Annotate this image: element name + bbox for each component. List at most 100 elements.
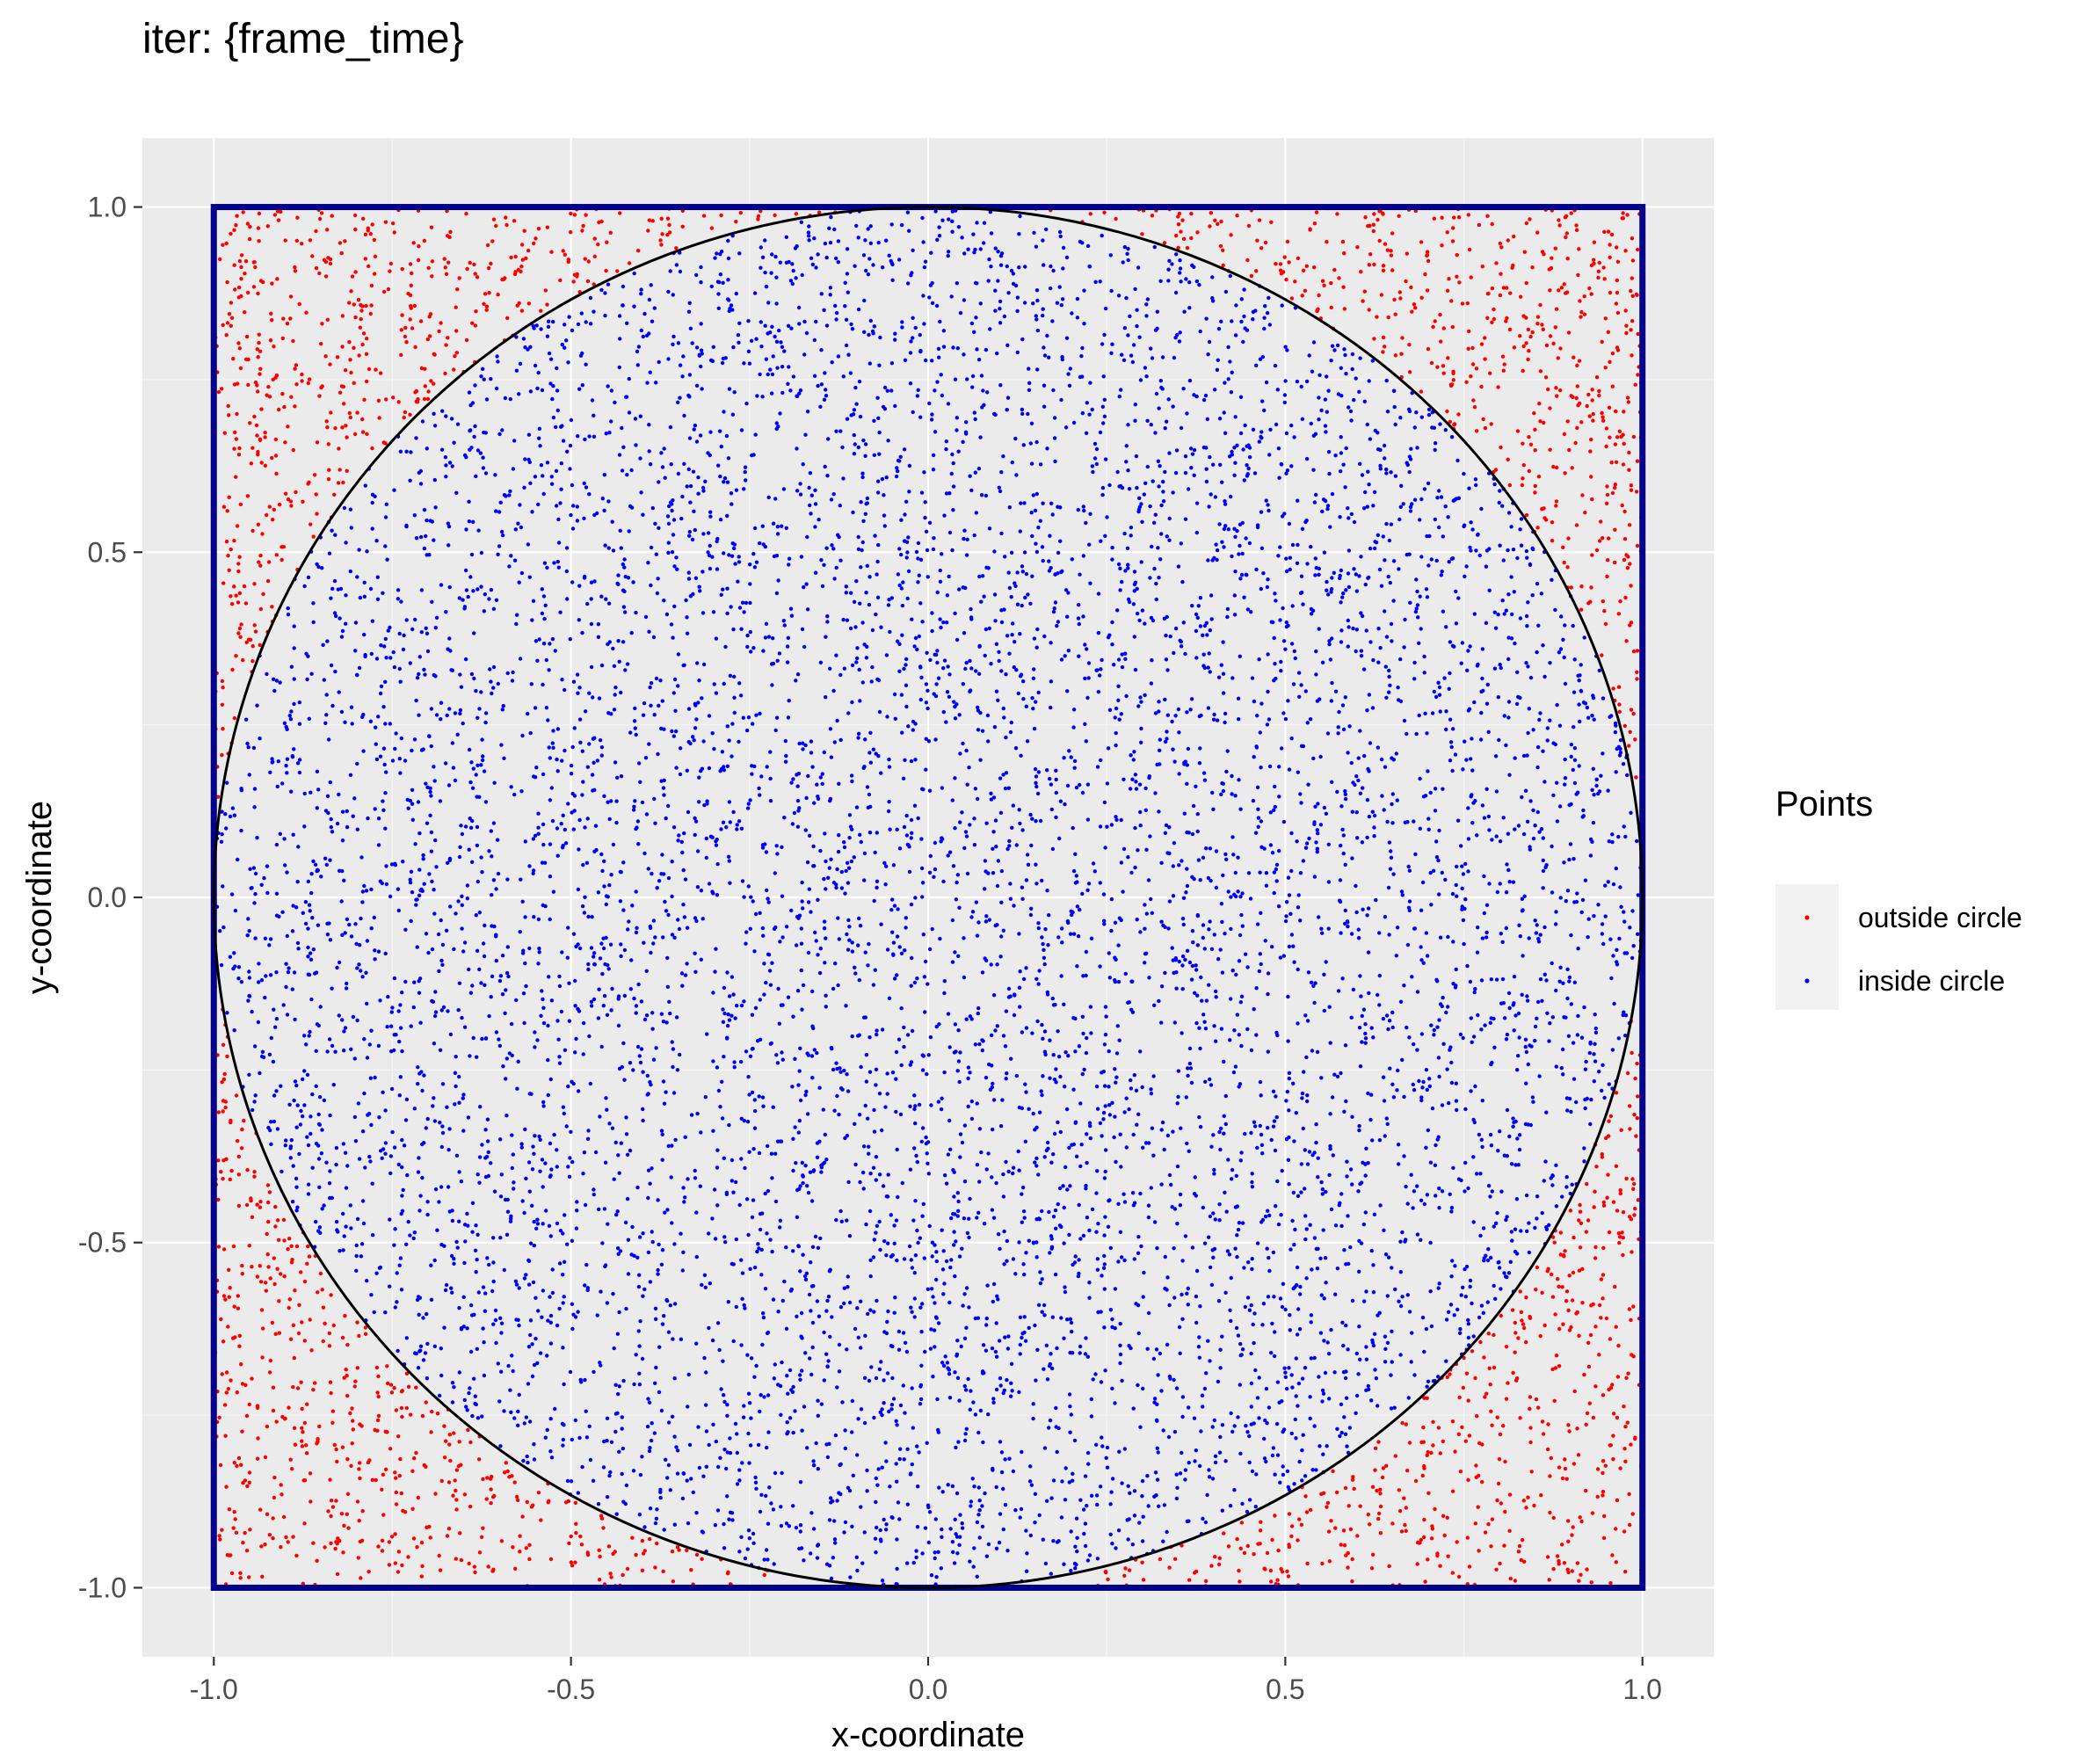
point-outside bbox=[357, 1333, 361, 1339]
point-inside bbox=[727, 859, 731, 863]
point-inside bbox=[626, 1272, 631, 1276]
point-inside bbox=[866, 1311, 870, 1317]
point-inside bbox=[614, 799, 619, 803]
point-inside bbox=[1280, 746, 1284, 751]
point-inside bbox=[947, 1372, 952, 1376]
point-inside bbox=[1405, 820, 1410, 824]
point-inside bbox=[1390, 639, 1394, 643]
point-inside bbox=[662, 1101, 667, 1106]
point-inside bbox=[478, 1105, 483, 1109]
point-outside bbox=[272, 213, 278, 217]
point-outside bbox=[1274, 262, 1278, 266]
point-inside bbox=[376, 949, 381, 954]
point-inside bbox=[596, 635, 601, 639]
point-outside bbox=[399, 328, 403, 332]
point-inside bbox=[874, 1083, 878, 1087]
point-outside bbox=[1622, 410, 1626, 414]
point-inside bbox=[808, 1170, 813, 1174]
point-inside bbox=[473, 383, 477, 388]
point-inside bbox=[1282, 1366, 1287, 1370]
point-inside bbox=[475, 879, 480, 884]
point-inside bbox=[1451, 727, 1455, 731]
point-inside bbox=[1069, 1529, 1073, 1534]
point-inside bbox=[1115, 1024, 1121, 1028]
point-inside bbox=[1181, 621, 1187, 625]
point-inside bbox=[1083, 1474, 1088, 1478]
point-inside bbox=[694, 1341, 699, 1346]
point-outside bbox=[258, 372, 262, 376]
point-inside bbox=[833, 962, 838, 966]
point-inside bbox=[464, 588, 469, 592]
point-inside bbox=[1171, 747, 1175, 751]
point-inside bbox=[907, 229, 911, 233]
point-inside bbox=[409, 869, 414, 874]
point-inside bbox=[762, 992, 766, 997]
point-inside bbox=[1209, 617, 1214, 621]
point-inside bbox=[548, 1234, 553, 1238]
point-inside bbox=[374, 757, 380, 762]
point-inside bbox=[1378, 467, 1383, 471]
point-inside bbox=[1172, 1246, 1176, 1251]
point-inside bbox=[788, 279, 794, 283]
point-outside bbox=[236, 341, 241, 345]
point-outside bbox=[756, 217, 760, 221]
point-inside bbox=[1606, 788, 1610, 793]
point-inside bbox=[1159, 1128, 1164, 1132]
point-inside bbox=[1289, 1431, 1295, 1436]
point-inside bbox=[1287, 1071, 1292, 1076]
point-outside bbox=[1405, 1469, 1410, 1473]
point-inside bbox=[1580, 897, 1586, 903]
point-outside bbox=[1601, 1490, 1606, 1494]
point-inside bbox=[955, 416, 960, 420]
point-inside bbox=[880, 1128, 884, 1133]
point-inside bbox=[892, 976, 897, 981]
point-inside bbox=[1454, 1099, 1459, 1103]
point-outside bbox=[1517, 1543, 1522, 1549]
point-inside bbox=[475, 763, 480, 767]
point-outside bbox=[271, 518, 275, 522]
point-inside bbox=[1033, 508, 1038, 513]
point-inside bbox=[324, 693, 329, 697]
point-inside bbox=[1599, 773, 1603, 778]
point-inside bbox=[1159, 984, 1165, 989]
point-inside bbox=[1041, 941, 1045, 947]
point-inside bbox=[605, 1107, 609, 1112]
point-inside bbox=[322, 1203, 326, 1208]
point-inside bbox=[774, 275, 779, 279]
point-outside bbox=[1278, 262, 1283, 266]
point-inside bbox=[932, 692, 936, 696]
point-inside bbox=[1138, 378, 1143, 382]
point-inside bbox=[1223, 1459, 1228, 1463]
point-inside bbox=[1288, 555, 1293, 560]
point-outside bbox=[266, 560, 272, 564]
point-inside bbox=[467, 747, 472, 752]
point-inside bbox=[897, 583, 902, 588]
point-outside bbox=[1222, 1531, 1226, 1535]
point-inside bbox=[1383, 1360, 1388, 1364]
point-inside bbox=[1450, 768, 1455, 773]
point-inside bbox=[475, 948, 480, 954]
point-inside bbox=[953, 377, 958, 381]
point-inside bbox=[430, 879, 434, 884]
point-inside bbox=[652, 306, 657, 310]
point-inside bbox=[706, 550, 710, 555]
point-inside bbox=[716, 1088, 722, 1093]
point-inside bbox=[1001, 1034, 1006, 1038]
point-inside bbox=[977, 1042, 982, 1047]
point-inside bbox=[856, 1335, 860, 1340]
point-inside bbox=[1045, 1377, 1050, 1382]
point-inside bbox=[544, 657, 548, 663]
point-inside bbox=[776, 425, 780, 429]
point-inside bbox=[474, 1223, 478, 1228]
point-inside bbox=[793, 1125, 797, 1129]
point-inside bbox=[806, 1190, 811, 1195]
point-inside bbox=[1428, 1289, 1433, 1294]
point-outside bbox=[514, 1494, 519, 1499]
point-inside bbox=[281, 1003, 286, 1007]
point-inside bbox=[1384, 635, 1390, 639]
point-inside bbox=[555, 1019, 560, 1023]
point-inside bbox=[433, 505, 438, 510]
point-inside bbox=[526, 711, 530, 716]
point-inside bbox=[1187, 1046, 1193, 1051]
point-inside bbox=[795, 394, 799, 398]
